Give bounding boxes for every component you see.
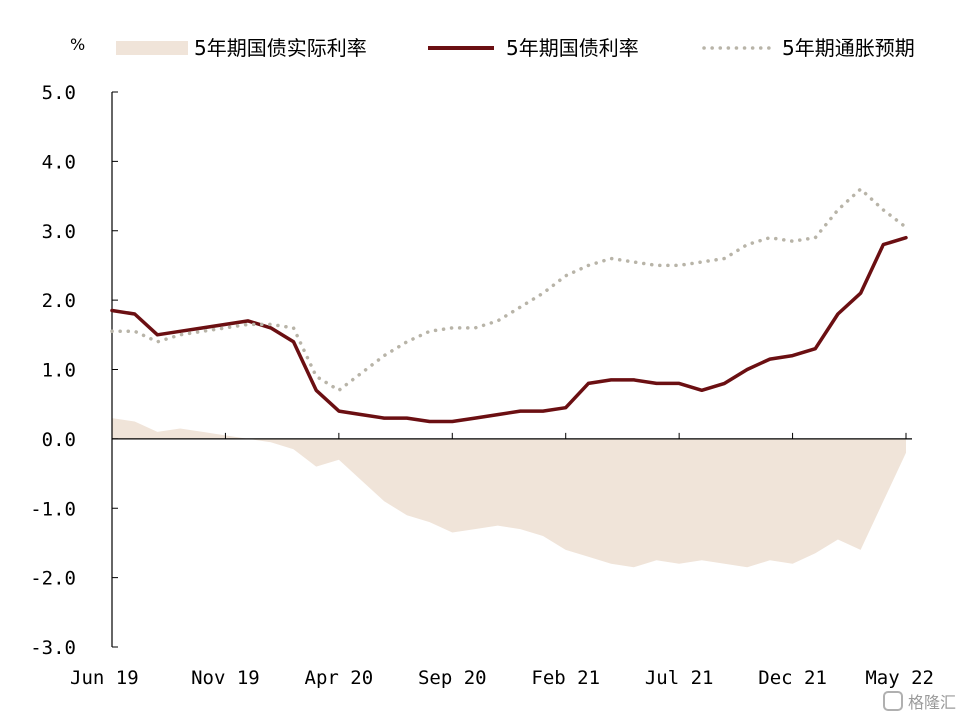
axes-layer: 5.0 4.0 3.0 2.0 1.0 0.0 -1.0 -2.0 -3.0 Jun 19 Nov …: [30, 82, 934, 689]
y-tick-label: 3.0: [42, 221, 76, 243]
x-tick-label: Dec 21: [758, 667, 827, 689]
x-tick-label: Apr 20: [305, 667, 374, 689]
x-tick-label: Feb 21: [531, 667, 600, 689]
legend-label: 5年期国债利率: [506, 36, 639, 60]
y-tick-label: 4.0: [42, 151, 76, 173]
series-line-inflation-expectation: [110, 187, 908, 393]
x-tick-label: Jun 19: [70, 667, 139, 689]
series-line-bond-yield: [110, 235, 908, 424]
y-tick-label: 0.0: [42, 429, 76, 451]
x-tick-label: Nov 19: [191, 667, 260, 689]
x-tick-label: Jul 21: [645, 667, 714, 689]
series-area-real-rate: [112, 418, 906, 568]
watermark-text: 格隆汇: [908, 693, 956, 712]
y-tick-label: 5.0: [42, 82, 76, 104]
legend-label: 5年期通胀预期: [782, 36, 915, 60]
area-layer: [112, 418, 906, 568]
y-tick-label: -3.0: [30, 637, 76, 659]
x-tick-label: Sep 20: [418, 667, 487, 689]
y-tick-label: -1.0: [30, 498, 76, 520]
y-tick-label: 2.0: [42, 290, 76, 312]
legend-label: 5年期国债实际利率: [194, 36, 367, 60]
line-layer: [110, 187, 908, 424]
legend: 5年期国债实际利率 5年期国债利率 5年期通胀预期: [116, 36, 915, 60]
watermark: 格隆汇: [883, 691, 956, 712]
legend-swatch-area: [116, 41, 188, 55]
x-tick-label: May 22: [865, 667, 934, 689]
y-tick-label: 1.0: [42, 360, 76, 382]
y-unit-label: %: [70, 35, 85, 54]
y-tick-label: -2.0: [30, 568, 76, 590]
